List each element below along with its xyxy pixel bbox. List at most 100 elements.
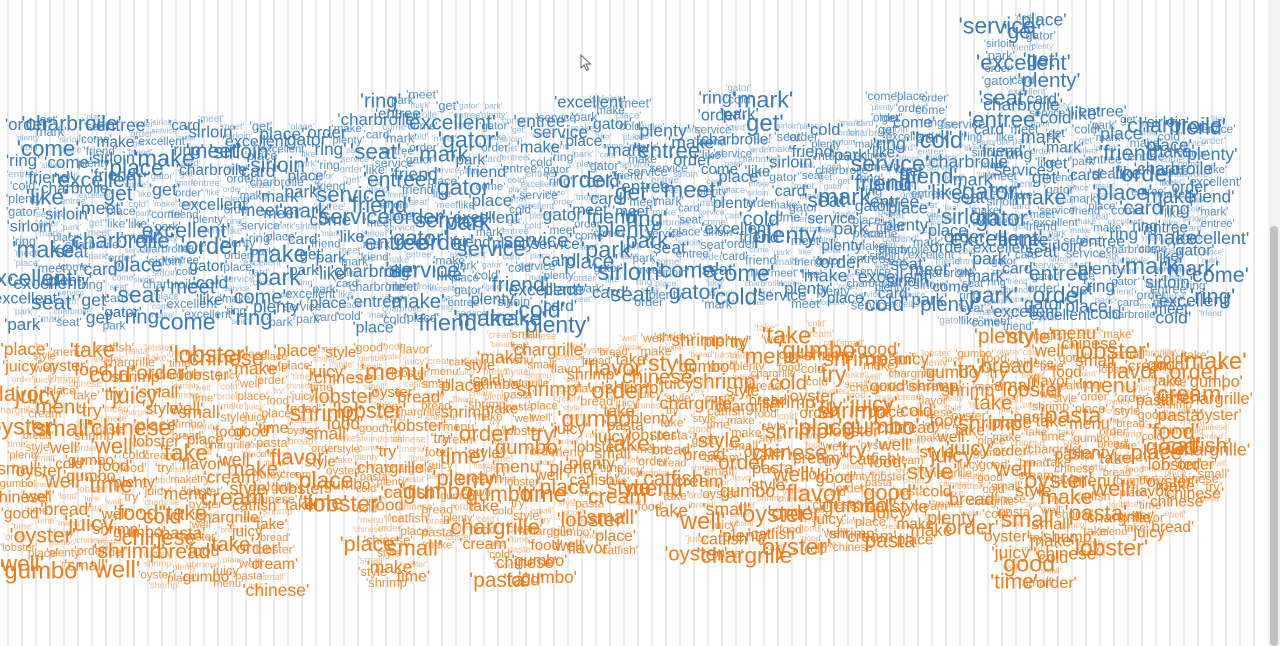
cloud-word: 'meet': [906, 259, 951, 279]
cloud-word: 'chinese': [747, 440, 831, 465]
cloud-word: 'meet': [569, 202, 610, 219]
cloud-word: 'well': [237, 557, 263, 571]
cloud-word: 'chinese': [618, 367, 696, 389]
cloud-word: 'charbroile': [980, 95, 1063, 115]
cloud-word: 'service': [693, 123, 734, 136]
cloud-word: 'order': [5, 115, 51, 134]
cloud-word: 'mark': [1121, 253, 1183, 280]
cloud-word: 'take': [868, 467, 888, 477]
cloud-word: 'seat': [577, 242, 598, 252]
cloud-word: 'try': [272, 386, 285, 395]
cloud-word: 'place': [623, 455, 647, 465]
cloud-word: 'style': [31, 351, 58, 363]
cloud-word: 'place': [850, 225, 886, 240]
cloud-word: 'meet': [869, 161, 899, 173]
cloud-word: 'cold': [737, 500, 757, 510]
cloud-word: 'mark': [1094, 132, 1123, 144]
cloud-word: 'plenty': [574, 159, 603, 169]
cloud-word: 'entree': [1025, 261, 1094, 285]
cloud-word: 'order': [833, 482, 867, 496]
cloud-word: 'bread': [490, 474, 517, 484]
cloud-word: 'sirloin': [1144, 114, 1189, 131]
cloud-word: 'meet': [981, 314, 1013, 328]
vertical-scrollbar[interactable]: [1268, 0, 1280, 646]
cloud-word: 'try': [1203, 479, 1222, 494]
cloud-word: 'catfish': [685, 375, 715, 385]
cloud-word: 'sirloin': [150, 268, 180, 279]
cloud-word: 'mark': [627, 140, 659, 154]
cloud-word: 'like': [603, 274, 621, 285]
cloud-word: 'friend': [1023, 220, 1059, 234]
cloud-word: 'place': [133, 417, 179, 435]
cloud-word: 'chargrille': [713, 399, 781, 416]
cloud-word: 'sirloin': [590, 94, 620, 105]
cloud-word: 'chargrille': [501, 377, 552, 389]
cloud-word: 'excellent': [1106, 216, 1142, 226]
cloud-word: 'well': [761, 333, 787, 347]
cloud-word: 'seat': [27, 291, 75, 315]
cloud-word: 'card': [720, 250, 747, 263]
cloud-word: 'order': [106, 252, 136, 264]
cloud-word: 'food': [777, 525, 804, 537]
cloud-word: 'like': [316, 264, 349, 284]
cloud-word: 'order': [636, 455, 670, 469]
cloud-word: 'lobster': [178, 367, 232, 384]
cloud-word: 'cold': [632, 132, 650, 141]
cloud-word: 'ring': [873, 133, 910, 153]
cloud-word: 'make': [626, 153, 659, 166]
cloud-word: 'catfish': [489, 426, 518, 436]
cloud-word: 'friend': [1185, 187, 1235, 207]
cloud-word: 'lobster': [272, 479, 328, 498]
cloud-word: 'seat': [884, 210, 906, 221]
cloud-word: 'time': [255, 419, 292, 437]
cloud-word: 'meet': [769, 268, 799, 280]
cloud-word: 'lobster': [130, 434, 183, 451]
cloud-word: 'service': [1152, 263, 1183, 273]
cloud-word: 'like': [363, 162, 387, 177]
cloud-word: 'mark': [360, 238, 393, 252]
cloud-word: 'like': [976, 171, 994, 181]
cloud-word: 'menu': [211, 578, 243, 590]
cloud-word: 'pasta': [604, 417, 647, 434]
cloud-word: 'small': [419, 377, 453, 391]
cloud-word: 'place': [104, 204, 138, 218]
cloud-word: 'charbroile': [844, 278, 898, 290]
cloud-word: 'friend': [84, 145, 117, 158]
cloud-word: 'gator': [939, 119, 963, 129]
cloud-word: 'seat': [960, 278, 985, 290]
cloud-word: 'take': [333, 455, 355, 466]
cloud-word: 'card': [1182, 223, 1203, 233]
cloud-word: 'try': [526, 421, 558, 446]
cloud-word: 'meet': [1150, 296, 1183, 310]
cloud-word: 'excellent': [222, 133, 291, 150]
cloud-word: 'sirloin': [151, 117, 176, 127]
cloud-word: 'order': [222, 250, 253, 262]
cloud-word: 'oyster': [0, 413, 57, 439]
cloud-word: 'time': [800, 420, 820, 430]
cloud-word: 'charbroile': [1164, 169, 1210, 180]
cloud-word: 'park': [772, 247, 792, 257]
cloud-word: 'seat': [774, 129, 803, 144]
cloud-word: 'style': [556, 498, 579, 508]
cloud-word: 'try': [821, 453, 845, 470]
cloud-word: 'excellent': [428, 283, 465, 293]
cloud-word: 'place': [259, 351, 290, 363]
cloud-word: 'gator': [937, 316, 963, 327]
cloud-word: 'entree': [1142, 220, 1191, 237]
cloud-word: 'cream': [910, 499, 949, 513]
cloud-word: 'make': [150, 310, 175, 320]
cloud-word: 'service': [853, 289, 884, 299]
cloud-word: 'oyster': [757, 534, 831, 561]
cloud-word: 'like': [126, 217, 150, 231]
cloud-word: 'like': [962, 143, 980, 154]
cloud-word: 'order': [233, 538, 281, 558]
cloud-word: 'lobster': [571, 439, 623, 456]
cloud-word: 'order': [552, 197, 576, 207]
cloud-word: 'try': [627, 368, 643, 380]
cloud-word: 'oyster': [76, 420, 104, 430]
cloud-word: 'plenty': [916, 293, 979, 316]
cloud-word: 'place': [1072, 401, 1107, 416]
scrollbar-thumb[interactable]: [1270, 226, 1278, 646]
cloud-word: 'sirloin': [655, 268, 689, 280]
cloud-word: 'entree': [363, 168, 431, 191]
